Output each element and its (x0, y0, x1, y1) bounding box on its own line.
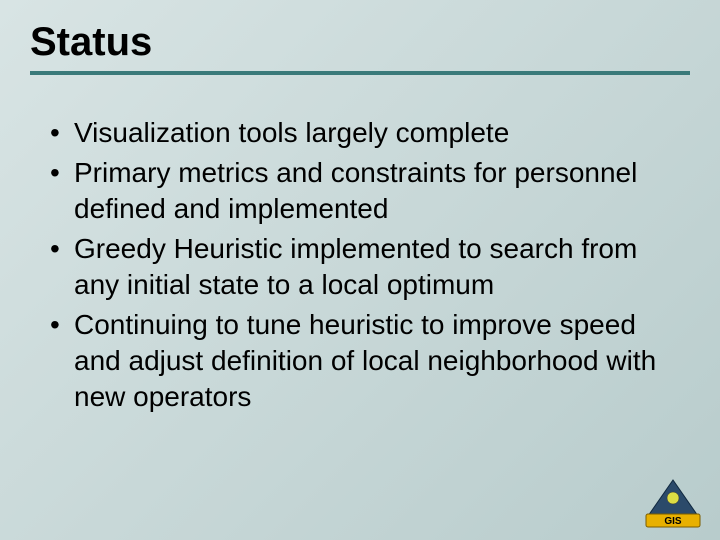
bullet-icon: • (50, 231, 74, 267)
list-item: • Primary metrics and constraints for pe… (50, 155, 670, 227)
bullet-text: Primary metrics and constraints for pers… (74, 155, 670, 227)
slide: Status • Visualization tools largely com… (0, 0, 720, 540)
bullet-icon: • (50, 115, 74, 151)
logo-icon: GIS (644, 478, 702, 530)
bullet-icon: • (50, 307, 74, 343)
logo-label: GIS (664, 516, 682, 527)
list-item: • Visualization tools largely complete (50, 115, 670, 151)
list-item: • Continuing to tune heuristic to improv… (50, 307, 670, 415)
slide-title: Status (30, 20, 690, 71)
bullet-text: Greedy Heuristic implemented to search f… (74, 231, 670, 303)
slide-content: • Visualization tools largely complete •… (30, 115, 690, 415)
title-block: Status (30, 20, 690, 75)
bullet-list: • Visualization tools largely complete •… (50, 115, 670, 415)
bullet-text: Continuing to tune heuristic to improve … (74, 307, 670, 415)
title-rule (30, 71, 690, 75)
bullet-text: Visualization tools largely complete (74, 115, 670, 151)
bullet-icon: • (50, 155, 74, 191)
list-item: • Greedy Heuristic implemented to search… (50, 231, 670, 303)
